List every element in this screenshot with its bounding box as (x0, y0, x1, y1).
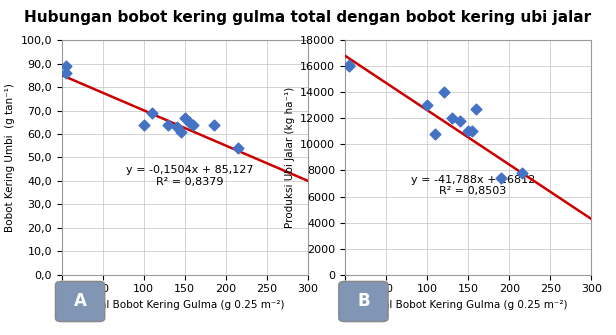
Text: y = -41,788x + 16812
R² = 0,8503: y = -41,788x + 16812 R² = 0,8503 (411, 175, 535, 196)
Point (344, 64, 354, 69)
Point (468, 129, 477, 134)
Point (344, 62, 354, 68)
Point (209, 122, 219, 127)
Point (422, 103, 432, 108)
Point (61, 63, 71, 69)
Point (463, 129, 473, 134)
Text: Hubungan bobot kering gulma total dengan bobot kering ubi jalar: Hubungan bobot kering gulma total dengan… (25, 10, 591, 25)
Text: B: B (357, 292, 370, 311)
Point (496, 176, 506, 181)
Point (471, 107, 481, 112)
Point (233, 145, 243, 151)
Point (61, 70, 71, 76)
Point (163, 122, 173, 127)
Text: A: A (74, 292, 86, 311)
Y-axis label: Bobot Kering Umbi  (g tan⁻¹): Bobot Kering Umbi (g tan⁻¹) (5, 83, 15, 232)
Point (184, 120, 194, 125)
X-axis label: Total Bobot Kering Gulma (g 0.25 m⁻²): Total Bobot Kering Gulma (g 0.25 m⁻²) (85, 300, 285, 310)
Text: y = -0,1504x + 85,127
R² = 0,8379: y = -0,1504x + 85,127 R² = 0,8379 (126, 165, 253, 187)
Point (517, 171, 527, 176)
Point (188, 122, 198, 127)
Point (147, 110, 157, 116)
Point (439, 90, 448, 95)
Point (447, 116, 456, 121)
Point (176, 129, 185, 134)
Point (180, 115, 190, 120)
Point (455, 118, 465, 124)
Point (139, 122, 148, 127)
Point (431, 131, 440, 137)
Y-axis label: Produksi Ubi Jalar (kg ha⁻¹): Produksi Ubi Jalar (kg ha⁻¹) (285, 87, 294, 228)
Point (172, 124, 182, 130)
X-axis label: Total Bobot Kering Gulma (g 0.25 m⁻²): Total Bobot Kering Gulma (g 0.25 m⁻²) (368, 300, 568, 310)
